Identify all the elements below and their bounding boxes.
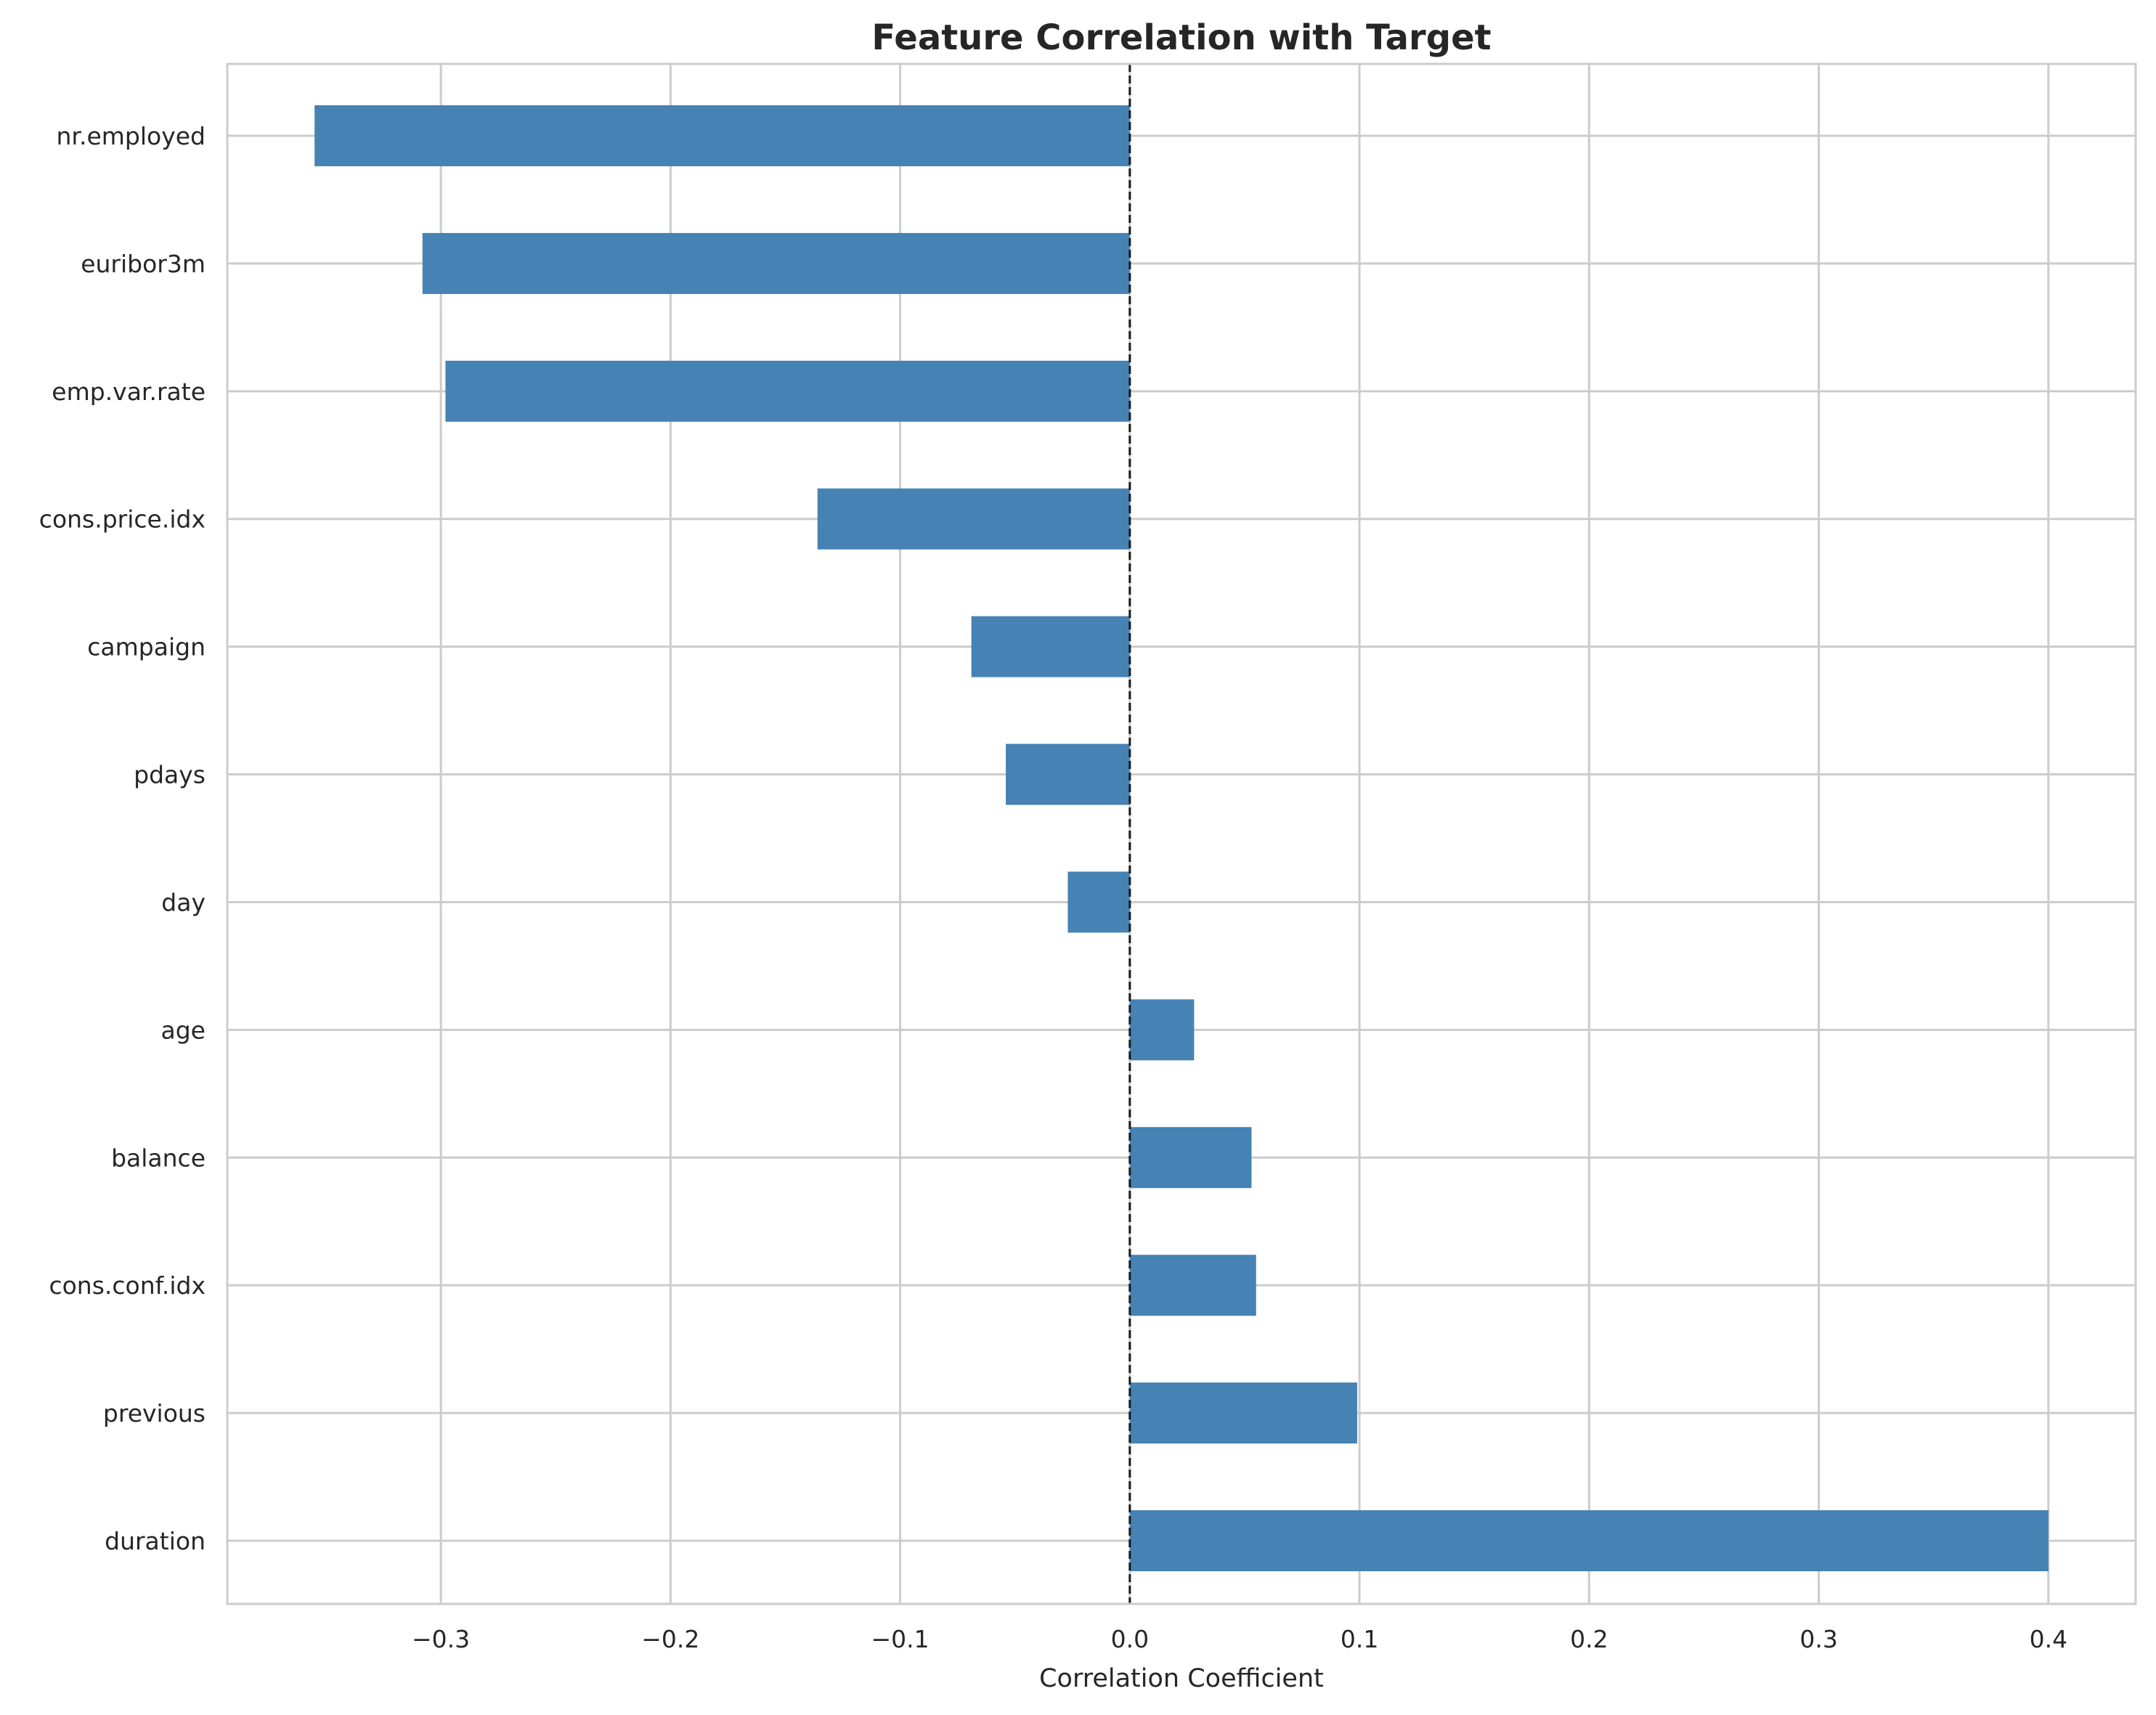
bar-emp-var-rate [445, 360, 1130, 422]
plot-frame [226, 62, 2137, 1605]
bar-nr-employed [314, 105, 1130, 166]
bar-balance [1129, 1127, 1252, 1189]
grid [227, 64, 2136, 1604]
y-tick-label: balance [111, 1144, 206, 1172]
x-tick-labels: −0.3 −0.2 −0.1 0.0 0.1 0.2 0.3 0.4 [412, 1625, 2067, 1653]
y-tick-label: day [161, 888, 206, 916]
x-tick-label: −0.3 [412, 1625, 470, 1653]
x-tick-label: 0.0 [1111, 1625, 1149, 1653]
bar-campaign [971, 616, 1130, 677]
y-tick-label: age [161, 1016, 206, 1044]
bar-previous [1129, 1382, 1357, 1444]
y-tick-label: emp.var.rate [52, 378, 206, 406]
y-tick-label: euribor3m [81, 250, 206, 278]
chart-title: Feature Correlation with Target [871, 17, 1491, 58]
y-tick-label: cons.price.idx [39, 505, 206, 534]
bar-age [1129, 999, 1195, 1061]
x-axis-label: Correlation Coefficient [1039, 1664, 1324, 1693]
y-tick-label: duration [105, 1527, 206, 1555]
x-tick-label: −0.2 [641, 1625, 699, 1653]
x-tick-label: 0.4 [2030, 1625, 2067, 1653]
bar-duration [1129, 1510, 2049, 1571]
bar-pdays [1006, 744, 1130, 805]
bar-euribor3m [422, 232, 1130, 294]
bar-cons-price-idx [817, 488, 1130, 550]
bar-cons-conf-idx [1129, 1255, 1256, 1316]
y-tick-label: nr.employed [57, 122, 206, 150]
bar-day [1067, 871, 1130, 933]
y-tick-label: cons.conf.idx [49, 1271, 206, 1300]
x-tick-label: 0.1 [1341, 1625, 1378, 1653]
y-tick-label: campaign [87, 633, 206, 661]
x-tick-label: −0.1 [871, 1625, 929, 1653]
bars [314, 105, 2049, 1571]
axes-frame [226, 62, 2137, 1605]
y-tick-labels: nr.employed euribor3m emp.var.rate cons.pri… [39, 122, 206, 1555]
y-tick-label: pdays [134, 761, 206, 789]
x-tick-label: 0.2 [1570, 1625, 1608, 1653]
y-tick-label: previous [103, 1399, 206, 1427]
x-tick-label: 0.3 [1799, 1625, 1837, 1653]
